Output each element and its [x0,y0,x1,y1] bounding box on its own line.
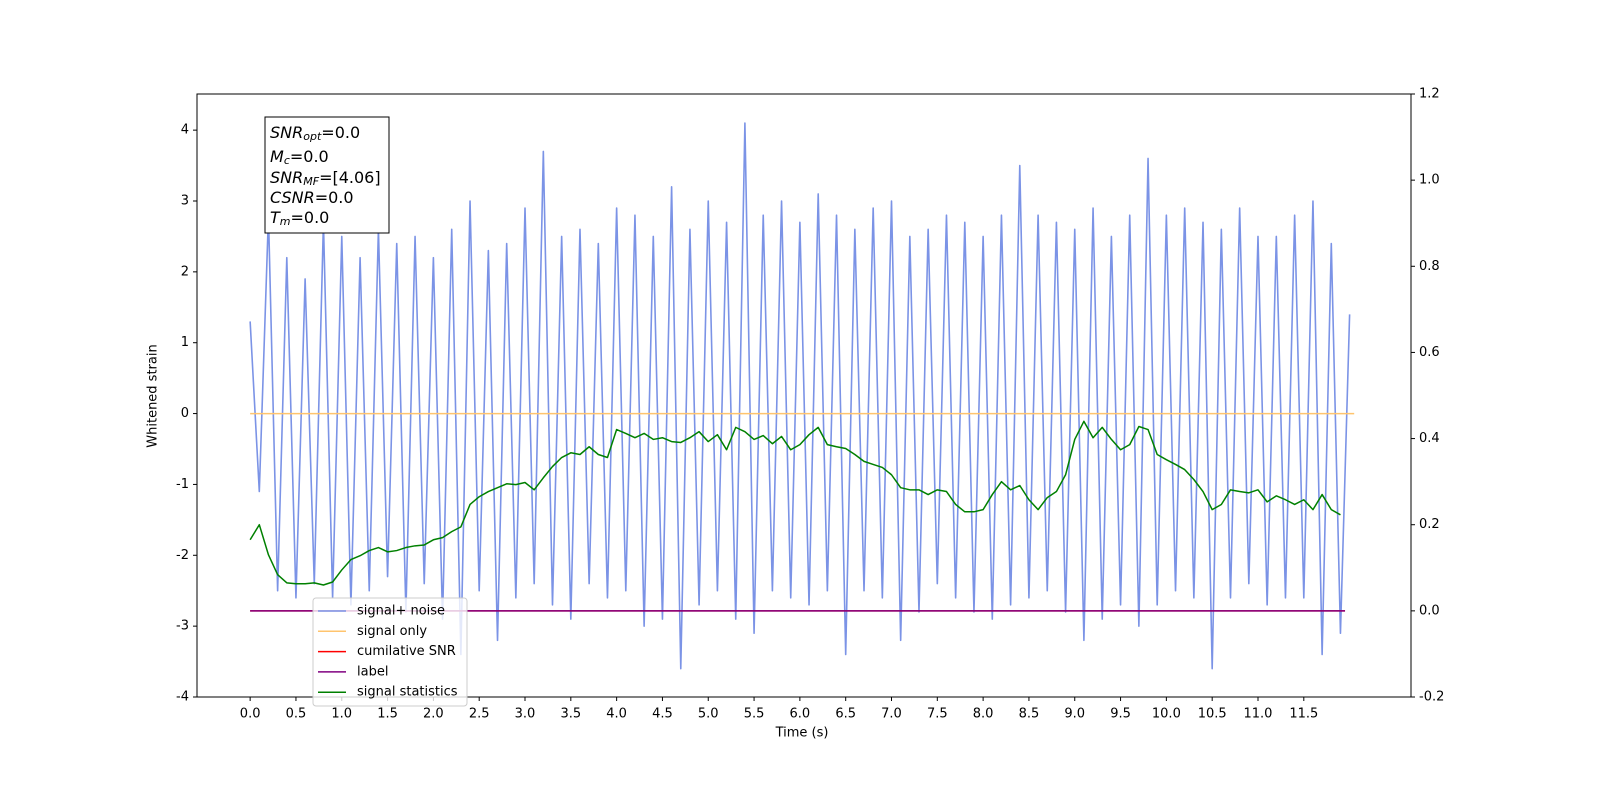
legend-label: signal statistics [357,685,458,700]
x-tick-label: 9.0 [1064,707,1085,722]
x-tick-label: 0.5 [286,707,307,722]
x-tick-label: 0.0 [240,707,261,722]
legend-label: signal only [357,624,427,639]
x-tick-label: 8.0 [973,707,994,722]
annotation-text: SNRMF=[4.06] [270,168,381,189]
y-tick-label: 4 [181,123,189,138]
y-axis-label: Whitened strain [146,344,161,447]
y2-tick-label: 0.6 [1419,345,1440,360]
y-tick-label: -1 [176,477,189,492]
x-tick-label: 9.5 [1110,707,1131,722]
annotation-value: =[4.06] [319,168,381,187]
plot-frame [196,93,1412,698]
x-tick-label: 8.5 [1019,707,1040,722]
x-tick-label: 2.0 [423,707,444,722]
x-tick-label: 1.0 [331,707,352,722]
annotation-text: CSNR=0.0 [270,188,354,207]
annotation-text: Tm=0.0 [270,208,329,229]
annotation-subscript: opt [303,130,322,143]
annotation-symbol: CSNR [270,188,315,207]
annotation-value: =0.0 [290,147,329,166]
annotation-symbol: SNR [270,123,303,142]
x-tick-label: 10.0 [1152,707,1181,722]
legend-label: label [357,664,388,679]
x-tick-label: 11.5 [1289,707,1318,722]
x-tick-label: 5.5 [744,707,765,722]
x-tick-label: 11.0 [1244,707,1273,722]
legend-label: signal+ noise [357,604,445,619]
x-tick-label: 4.0 [606,707,627,722]
y-tick-label: -2 [176,548,189,563]
annotation-value: =0.0 [315,188,354,207]
x-tick-label: 3.0 [515,707,536,722]
x-tick-label: 7.5 [927,707,948,722]
y-tick-label: 1 [181,335,189,350]
annotation-value: =0.0 [291,208,330,227]
y2-tick-label: -0.2 [1419,690,1444,705]
x-tick-label: 7.0 [881,707,902,722]
legend-label: cumilative SNR [357,644,456,659]
annotation-text: Mc=0.0 [270,147,329,168]
y2-tick-label: 0.0 [1419,603,1440,618]
y2-tick-label: 0.4 [1419,431,1440,446]
x-tick-label: 4.5 [652,707,673,722]
y-tick-label: -4 [176,690,189,705]
annotation-symbol: T [270,208,281,227]
y2-tick-label: 1.2 [1419,87,1440,102]
x-tick-label: 10.5 [1198,707,1227,722]
y-tick-label: 0 [181,406,189,421]
annotation-symbol: SNR [270,168,303,187]
legend-box [312,597,468,707]
annotation-symbol: M [270,147,284,166]
annotation-text: SNRopt=0.0 [270,123,360,144]
y-tick-label: 3 [181,193,189,208]
series-line [249,420,1341,586]
y-tick-label: -3 [176,619,189,634]
annotation-box [264,116,390,234]
x-tick-label: 2.5 [469,707,490,722]
y2-tick-label: 0.8 [1419,259,1440,274]
series-line [249,122,1351,670]
annotation-subscript: c [284,154,290,167]
y2-tick-label: 1.0 [1419,173,1440,188]
x-tick-label: 6.5 [835,707,856,722]
annotation-subscript: m [280,215,291,228]
x-tick-label: 3.5 [560,707,581,722]
y-tick-label: 2 [181,264,189,279]
x-tick-label: 5.0 [698,707,719,722]
y2-tick-label: 0.2 [1419,517,1440,532]
x-axis-label: Time (s) [775,726,829,741]
x-tick-label: 6.0 [790,707,811,722]
annotation-subscript: MF [303,175,319,188]
annotation-value: =0.0 [321,123,360,142]
x-tick-label: 1.5 [377,707,398,722]
